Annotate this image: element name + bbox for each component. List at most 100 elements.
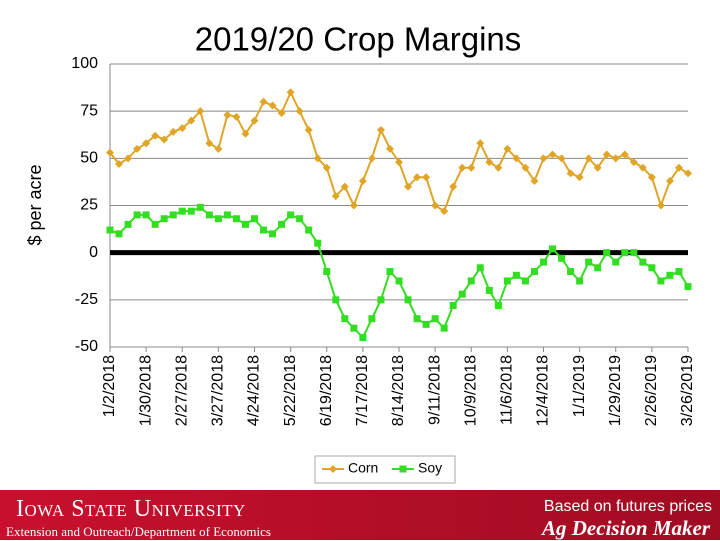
soy-point <box>675 268 683 276</box>
soy-point <box>323 268 331 276</box>
soy-point <box>241 220 249 228</box>
soy-point <box>399 465 407 473</box>
soy-point <box>350 324 358 332</box>
y-tick-label: 0 <box>89 244 98 261</box>
soy-point <box>133 211 141 219</box>
corn-point <box>142 139 151 148</box>
corn-point <box>440 207 449 216</box>
soy-point <box>413 315 421 323</box>
corn-point <box>476 139 485 148</box>
chart: 2019/20 Crop Margins $ per acre -50 -25 0 2… <box>25 21 696 484</box>
soy-point <box>395 277 403 285</box>
x-tick-label: 1/2/2018 <box>101 355 118 417</box>
soy-point <box>142 211 150 219</box>
soy-point <box>476 264 484 272</box>
soy-point <box>305 226 313 234</box>
corn-point <box>584 154 593 163</box>
corn-point <box>133 144 142 153</box>
corn-point <box>521 163 530 172</box>
corn-point <box>385 144 394 153</box>
soy-point <box>585 258 593 266</box>
soy-point <box>576 277 584 285</box>
soy-point <box>205 211 213 219</box>
x-tick-label: 3/26/2019 <box>679 355 696 426</box>
chart-title: 2019/20 Crop Margins <box>195 21 522 58</box>
corn-point <box>151 131 160 140</box>
corn-point <box>349 201 358 210</box>
soy-point <box>386 268 394 276</box>
corn-point <box>187 116 196 125</box>
x-tick-label: 3/27/2018 <box>210 355 227 426</box>
soy-point <box>621 249 629 257</box>
soy-point <box>214 215 222 223</box>
soy-point <box>278 220 286 228</box>
corn-point <box>602 150 611 159</box>
x-tick-label: 10/9/2018 <box>462 355 479 426</box>
corn-point <box>647 173 656 182</box>
soy-point <box>431 315 439 323</box>
x-tick-label: 6/19/2018 <box>318 355 335 426</box>
x-tick-label: 11/6/2018 <box>499 355 516 425</box>
soy-point <box>666 271 674 279</box>
soy-point <box>684 283 692 291</box>
soy-point <box>187 207 195 215</box>
x-tick-label: 2/26/2019 <box>643 355 660 426</box>
x-tick-label: 5/22/2018 <box>282 355 299 426</box>
soy-point <box>178 207 186 215</box>
soy-point <box>567 268 575 276</box>
corn-point <box>205 139 214 148</box>
corn-point <box>214 144 223 153</box>
brand: Ag Decision Maker <box>542 516 710 540</box>
corn-point <box>376 126 385 135</box>
corn-point <box>656 201 665 210</box>
corn-point <box>250 116 259 125</box>
corn-point <box>431 201 440 210</box>
soy-point <box>648 264 656 272</box>
soy-point <box>124 220 132 228</box>
soy-point <box>530 268 538 276</box>
corn-point <box>503 144 512 153</box>
corn-point <box>331 192 340 201</box>
soy-point <box>232 215 240 223</box>
university: Iowa State University <box>16 496 246 522</box>
corn-point <box>665 176 674 185</box>
soy-point <box>449 301 457 309</box>
x-tick-label: 8/14/2018 <box>390 355 407 426</box>
soy-point <box>657 277 665 285</box>
corn-point <box>169 127 178 136</box>
soy-point <box>549 245 557 253</box>
corn-point <box>611 154 620 163</box>
corn-point <box>593 163 602 172</box>
soy-point <box>440 324 448 332</box>
corn-point <box>620 150 629 159</box>
corn-point <box>449 182 458 191</box>
soy-point <box>404 296 412 304</box>
corn-point <box>286 88 295 97</box>
corn-point <box>494 163 503 172</box>
soy-point <box>612 258 620 266</box>
soy-point <box>106 226 114 234</box>
series-line <box>109 89 689 213</box>
soy-point <box>485 286 493 294</box>
x-tick-label: 1/29/2019 <box>607 355 624 426</box>
corn-point <box>124 154 133 163</box>
corn-point <box>115 159 124 168</box>
corn-point <box>223 110 232 119</box>
soy-point <box>458 290 466 298</box>
y-tick-label: 75 <box>80 102 98 119</box>
soy-point <box>287 211 295 219</box>
corn-point <box>684 169 692 178</box>
y-tick-label: -25 <box>75 291 98 308</box>
soy-point <box>151 220 159 228</box>
corn-point <box>539 154 548 163</box>
x-tick-label: 7/17/2018 <box>354 355 371 426</box>
soy-point <box>160 215 168 223</box>
soy-point <box>467 277 475 285</box>
soy-point <box>558 254 566 262</box>
soy-point <box>594 264 602 272</box>
legend-label: Corn <box>348 460 378 476</box>
corn-point <box>566 169 575 178</box>
soy-point <box>332 296 340 304</box>
soy-point <box>494 301 502 309</box>
